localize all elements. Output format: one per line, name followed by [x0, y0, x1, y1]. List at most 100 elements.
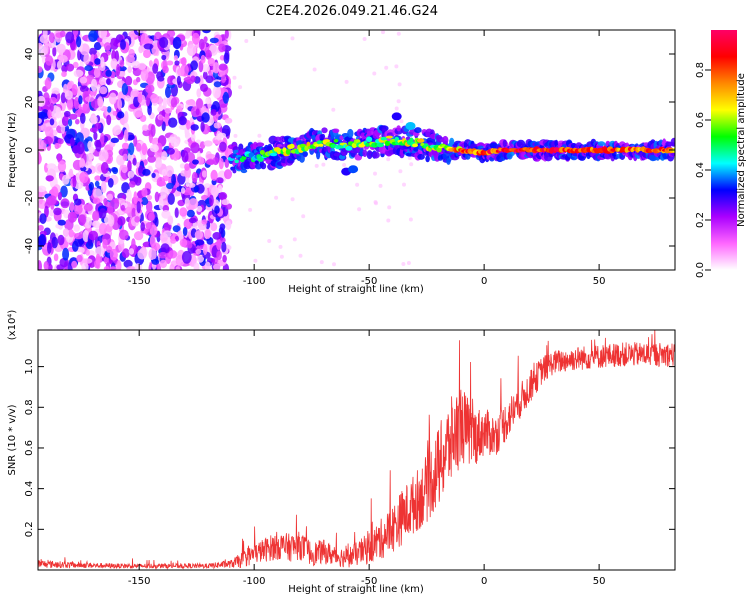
- heatmap-cell: [38, 106, 44, 112]
- heatmap-cell: [166, 147, 175, 155]
- heatmap-cell: [123, 129, 129, 142]
- heatmap-cell: [373, 171, 377, 176]
- heatmap-cell: [117, 216, 126, 226]
- heatmap-cell: [299, 154, 305, 163]
- heatmap-cell: [146, 194, 153, 201]
- heatmap-cell: [332, 128, 340, 134]
- heatmap-cell: [74, 236, 84, 247]
- heatmap-cell: [49, 102, 54, 112]
- heatmap-cell: [66, 97, 73, 111]
- heatmap-cell: [112, 110, 118, 116]
- y-tick-label: -20: [24, 190, 35, 206]
- heatmap-cell: [202, 30, 211, 34]
- heatmap-cell: [143, 49, 151, 59]
- heatmap-cell: [61, 174, 70, 185]
- heatmap-cell: [372, 151, 380, 159]
- heatmap-cell: [72, 175, 77, 188]
- heatmap-cell: [108, 215, 115, 227]
- heatmap-cell: [128, 142, 135, 156]
- heatmap-cell: [76, 141, 85, 155]
- heatmap-cell: [38, 260, 42, 270]
- heatmap-cell: [113, 198, 119, 204]
- heatmap-cell: [218, 157, 224, 170]
- heatmap-cell: [107, 205, 114, 215]
- heatmap-cell: [190, 75, 196, 82]
- heatmap-cell: [301, 214, 306, 219]
- heatmap-cell: [170, 138, 180, 148]
- y-tick-label: 1.0: [24, 359, 35, 375]
- heatmap-cell: [213, 122, 222, 129]
- heatmap-cell: [168, 117, 178, 128]
- heatmap-cell: [147, 85, 152, 98]
- heatmap-cell: [76, 36, 82, 48]
- heatmap-cell: [289, 143, 295, 149]
- heatmap-cell: [187, 241, 193, 249]
- heatmap-cell: [290, 197, 295, 202]
- snr-x-label: Height of straight line (km): [288, 584, 424, 595]
- heatmap-cell: [61, 71, 67, 78]
- heatmap-cell: [74, 198, 82, 206]
- heatmap-cell: [47, 263, 53, 270]
- heatmap-cell: [84, 96, 95, 102]
- heatmap-cell: [125, 95, 131, 102]
- heatmap-cell: [68, 118, 73, 127]
- heatmap-cell: [218, 192, 228, 201]
- heatmap-cell: [348, 165, 359, 174]
- heatmap-cell: [68, 113, 78, 120]
- heatmap-cell: [489, 142, 498, 149]
- heatmap-cell: [38, 185, 47, 193]
- heatmap-cell: [194, 230, 204, 240]
- heatmap-cell: [164, 107, 173, 114]
- heatmap-cell: [79, 247, 85, 254]
- heatmap-cell: [135, 111, 143, 117]
- heatmap-cell: [195, 248, 202, 255]
- heatmap-cell: [100, 181, 107, 194]
- heatmap-cell: [118, 71, 126, 77]
- heatmap-cell: [89, 127, 98, 133]
- heatmap-cell: [203, 36, 208, 43]
- heatmap-cell: [232, 75, 237, 80]
- heatmap-cell: [106, 114, 112, 126]
- heatmap-cell: [55, 106, 62, 119]
- heatmap-cell: [45, 55, 54, 66]
- heatmap-cell: [190, 124, 199, 131]
- heatmap-cell: [131, 238, 136, 252]
- heatmap-cell: [91, 221, 97, 227]
- heatmap-cell: [60, 92, 66, 104]
- heatmap-cell: [161, 121, 166, 132]
- heatmap-cell: [47, 109, 52, 118]
- heatmap-cell: [93, 67, 101, 78]
- heatmap-cell: [391, 112, 402, 121]
- heatmap-cell: [73, 224, 81, 232]
- heatmap-cell: [173, 55, 178, 61]
- heatmap-cell: [321, 162, 326, 167]
- heatmap-cell: [210, 222, 218, 232]
- heatmap-cell: [136, 201, 141, 214]
- heatmap-cell: [92, 188, 103, 200]
- heatmap-cell: [232, 169, 237, 174]
- heatmap-cell: [138, 62, 146, 70]
- heatmap-cell: [347, 128, 354, 138]
- heatmap-cell: [213, 263, 221, 270]
- heatmap-cell: [100, 132, 105, 145]
- heatmap-cell: [412, 143, 419, 148]
- heatmap-cell: [224, 30, 229, 39]
- heatmap-cell: [260, 162, 267, 170]
- heatmap-cell: [319, 260, 324, 265]
- x-tick-label: -150: [128, 276, 151, 287]
- heatmap-cell: [409, 162, 414, 167]
- heatmap-cell: [72, 61, 79, 69]
- heatmap-cell: [402, 182, 406, 187]
- heatmap-cell: [58, 54, 68, 63]
- colorbar: 0.0 0.2 0.4 0.6 0.8 Normalized spectral ampl…: [695, 30, 747, 278]
- heatmap-cell: [127, 65, 132, 74]
- heatmap-cell: [94, 180, 100, 187]
- x-tick-label: 50: [593, 276, 606, 287]
- heatmap-cell: [171, 173, 177, 186]
- heatmap-cell: [57, 138, 64, 145]
- heatmap-cell: [212, 62, 220, 74]
- figure-title: C2E4.2026.049.21.46.G24: [266, 4, 438, 19]
- heatmap-cell: [170, 238, 177, 244]
- heatmap-cell: [172, 36, 182, 50]
